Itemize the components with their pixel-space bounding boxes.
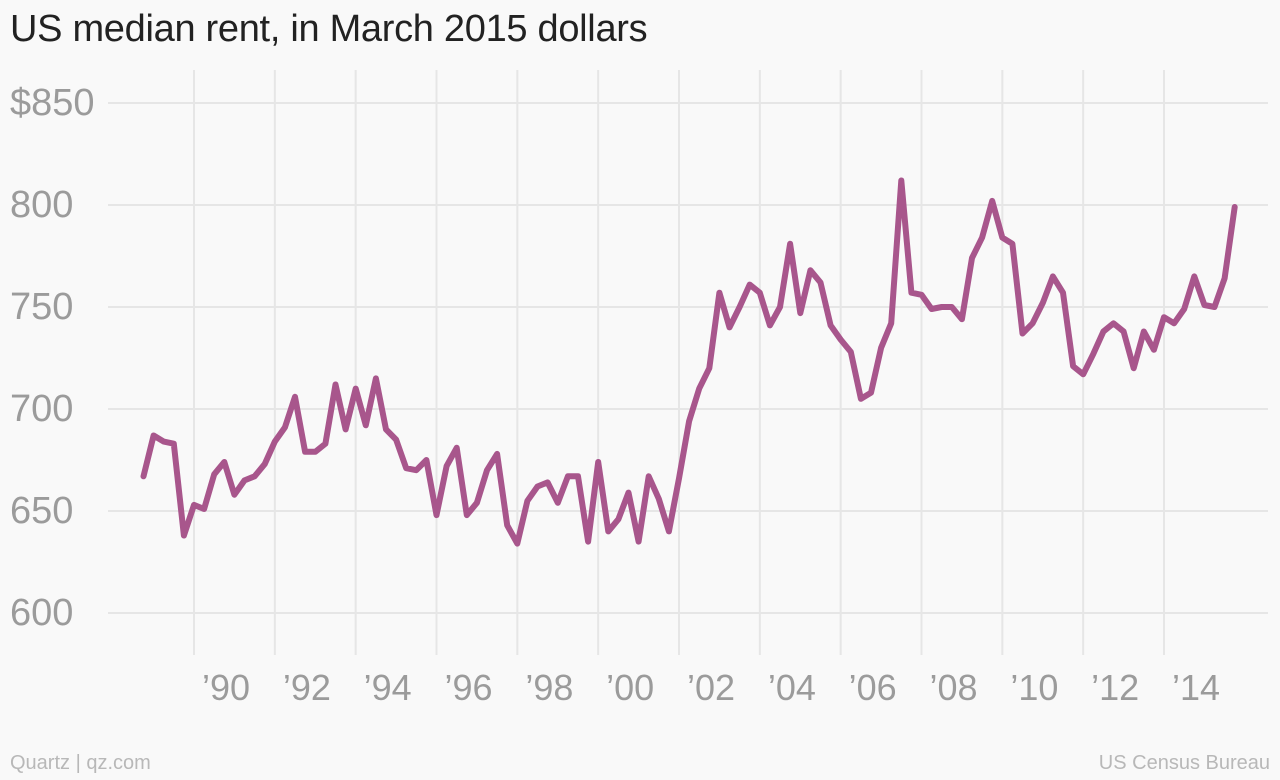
y-tick-label: $850 [10, 82, 95, 124]
y-tick-label: 600 [10, 592, 73, 634]
x-tick-label: ’10 [1010, 667, 1058, 708]
x-tick-label: ’02 [687, 667, 735, 708]
x-tick-label: ’98 [525, 667, 573, 708]
y-tick-label: 800 [10, 184, 73, 226]
tick-label-layer: 600 650 700 750 800 $850 ’90 ’92 ’94 ’96 ’98 ’00 ’02… [10, 82, 1220, 708]
x-tick-label: ’90 [202, 667, 250, 708]
x-tick-label: ’14 [1172, 667, 1220, 708]
x-tick-label: ’00 [606, 667, 654, 708]
footer-credit: Quartz | qz.com [10, 752, 151, 774]
y-tick-label: 700 [10, 388, 73, 430]
grid-layer [108, 70, 1268, 655]
x-tick-label: ’12 [1091, 667, 1139, 708]
y-tick-label: 750 [10, 286, 73, 328]
x-tick-label: ’04 [768, 667, 816, 708]
chart-title: US median rent, in March 2015 dollars [10, 8, 648, 50]
y-tick-label: 650 [10, 490, 73, 532]
x-tick-label: ’92 [283, 667, 331, 708]
x-tick-label: ’96 [445, 667, 493, 708]
series-layer [140, 177, 1238, 547]
x-tick-label: ’06 [849, 667, 897, 708]
x-tick-label: ’08 [930, 667, 978, 708]
series-line [140, 177, 1238, 547]
footer-source: US Census Bureau [1098, 752, 1270, 774]
x-tick-label: ’94 [364, 667, 412, 708]
